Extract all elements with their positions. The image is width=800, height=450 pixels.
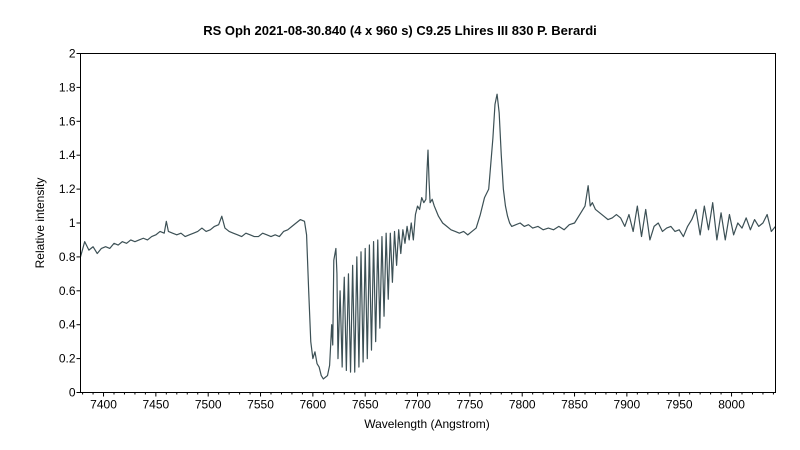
x-tick-label: 7700 <box>404 398 431 412</box>
y-tick-label: 0 <box>69 386 76 400</box>
x-tick-label: 7600 <box>300 398 327 412</box>
y-tick-label: 1.6 <box>59 114 76 128</box>
x-tick-label: 7550 <box>247 398 274 412</box>
x-tick-label: 7650 <box>352 398 379 412</box>
x-tick-label: 7850 <box>561 398 588 412</box>
y-tick-label: 1 <box>69 216 76 230</box>
y-tick-label: 2 <box>69 47 76 61</box>
x-tick-label: 7800 <box>509 398 536 412</box>
y-tick-label: 0.6 <box>59 284 76 298</box>
spectrum-series-line <box>79 93 776 380</box>
y-tick-label: 0.8 <box>59 250 76 264</box>
y-axis-label: Relative intensity <box>33 178 47 269</box>
y-tick-label: 1.8 <box>59 80 76 94</box>
y-tick-label: 1.4 <box>59 148 76 162</box>
x-tick-label: 8000 <box>718 398 745 412</box>
x-tick-label: 7950 <box>666 398 693 412</box>
y-tick-label: 0.4 <box>59 318 76 332</box>
y-tick-label: 0.2 <box>59 352 76 366</box>
x-tick-label: 7750 <box>457 398 484 412</box>
x-tick-label: 7450 <box>143 398 170 412</box>
chart-title: RS Oph 2021-08-30.840 (4 x 960 s) C9.25 … <box>203 23 597 38</box>
y-tick-label: 1.2 <box>59 182 76 196</box>
x-tick-label: 7500 <box>195 398 222 412</box>
x-tick-label: 7900 <box>614 398 641 412</box>
x-tick-label: 7400 <box>90 398 117 412</box>
y-axis: 0 0.2 0.4 0.6 0.8 1 1.2 1.4 1.6 1.8 2 <box>59 47 81 400</box>
x-axis: 7400 7450 7500 7550 7600 7650 7700 7750 7800 7850… <box>82 392 774 412</box>
plot-frame <box>80 53 776 393</box>
x-axis-label: Wavelength (Angstrom) <box>364 417 490 431</box>
